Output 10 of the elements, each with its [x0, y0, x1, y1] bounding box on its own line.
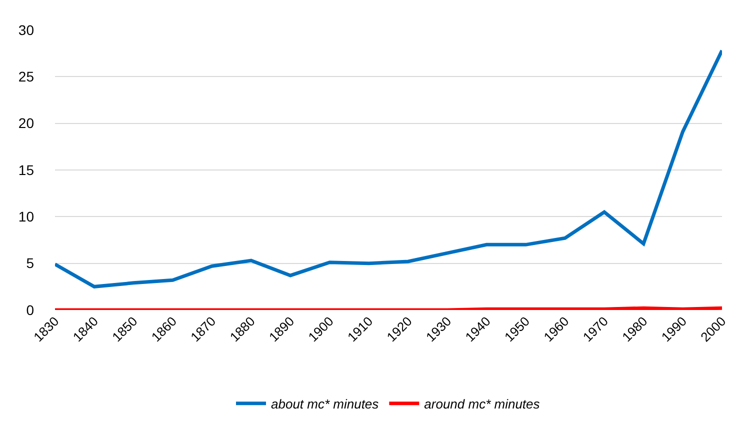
legend-label: about mc* minutes [271, 396, 380, 412]
legend-label: around mc* minutes [424, 396, 540, 412]
y-tick-label: 10 [18, 208, 34, 225]
y-tick-label: 30 [18, 22, 34, 38]
y-tick-label: 5 [26, 255, 34, 272]
line-series [55, 48, 722, 288]
y-tick-label: 20 [18, 115, 34, 132]
y-tick-label: 0 [26, 302, 34, 318]
y-tick-label: 15 [18, 162, 34, 178]
y-tick-label: 25 [18, 68, 34, 85]
